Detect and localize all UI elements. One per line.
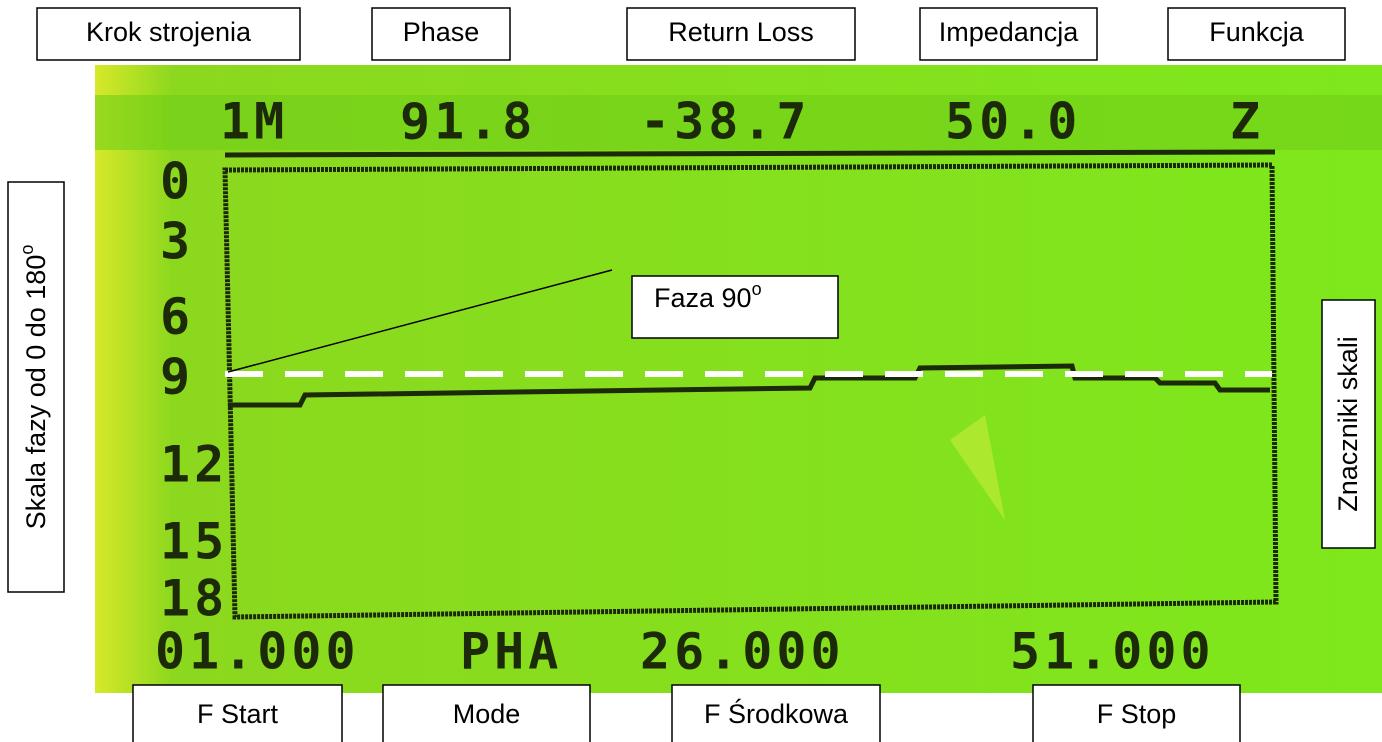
lcd-y-label: 18 <box>160 570 228 628</box>
lcd-y-label: 9 <box>160 348 194 406</box>
footer-label: Mode <box>453 699 521 729</box>
lcd-y-label: 3 <box>160 213 194 271</box>
lcd-y-label: 6 <box>160 288 194 346</box>
left-label-text: Skala fazy od 0 do 180 <box>21 255 51 530</box>
footer-label: F Stop <box>1097 699 1177 729</box>
lcd-top-value: -38.7 <box>640 93 811 151</box>
footer-label: F Start <box>197 699 279 729</box>
footer-label: F Środkowa <box>704 697 849 729</box>
header-label: Funkcja <box>1209 17 1305 47</box>
lcd-bottom-value: 01.000 <box>155 623 360 681</box>
lcd-top-line <box>225 152 1275 155</box>
lcd-top-value: 1M <box>220 93 288 151</box>
header-label: Impedancja <box>939 17 1080 47</box>
callout: Faza 90o <box>654 279 762 313</box>
body: 1M 91.8 -38.7 50.0 Z 03 69 12 151801.000 PHA 26.00… <box>0 0 1382 742</box>
lcd-y-label: 15 <box>160 513 228 571</box>
lcd-screen <box>95 65 1382 693</box>
right-label: Znaczniki skali <box>1333 336 1363 512</box>
lcd-top-value: Z <box>1230 93 1264 151</box>
header-label: Krok strojenia <box>86 17 252 47</box>
lcd-top-value: 91.8 <box>400 93 536 151</box>
left-label: Skala fazy od 0 do 180o <box>17 245 51 530</box>
lcd-y-label: 12 <box>160 436 228 494</box>
page: {"header":{"labels":["Krok strojenia","P… <box>0 0 1382 742</box>
lcd-bottom-value: PHA <box>460 623 562 681</box>
header-label: Return Loss <box>668 17 814 47</box>
lcd-bottom-value: 51.000 <box>1010 623 1215 681</box>
callout-text: Faza 90 <box>654 283 752 313</box>
left-label-sup: o <box>17 245 37 255</box>
screenshot: 1M 91.8 -38.7 50.0 Z 03 69 12 151801.000 PHA 26.00… <box>0 0 1382 742</box>
header-label: Phase <box>403 17 480 47</box>
lcd-bottom-value: 26.000 <box>640 623 845 681</box>
callout-sup: o <box>752 279 762 299</box>
lcd-y-label: 0 <box>160 153 194 211</box>
lcd-top-value: 50.0 <box>945 93 1081 151</box>
